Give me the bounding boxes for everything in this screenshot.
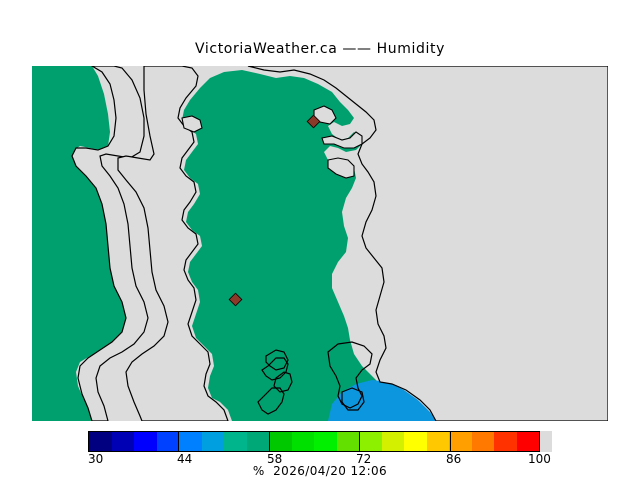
colorbar-segment-6 (224, 432, 247, 451)
page-title: VictoriaWeather.ca —— Humidity (195, 41, 445, 57)
colorbar-segment-18 (494, 432, 517, 451)
colorbar-segment-8 (269, 432, 292, 451)
colorbar-label-100: 100 (528, 452, 551, 466)
land-mask-main-channel (117, 66, 229, 421)
colorbar-label-30: 30 (88, 452, 104, 466)
peninsula-outline-southeast (327, 341, 373, 409)
lagoon-outline-southeast (341, 387, 365, 411)
island-outline-south (273, 371, 293, 393)
colorbar-segment-1 (111, 432, 134, 451)
colorbar-segment-16 (449, 432, 472, 451)
humidity-region-west (32, 66, 128, 421)
colorbar-segment-3 (156, 432, 179, 451)
colorbar-segment-15 (426, 432, 449, 451)
humidity-region-southeast-fill (328, 380, 436, 421)
colorbar-label-86: 86 (446, 452, 462, 466)
humidity-region-main (182, 70, 390, 421)
colorbar-caption: % 2026/04/20 12:06 (252, 464, 388, 478)
colorbar-tick-labels: 30 44 58 72 86 100 (0, 452, 640, 466)
colorbar-segment-17 (471, 432, 494, 451)
colorbar-tick-44 (178, 431, 179, 452)
island-outline-center (261, 357, 289, 381)
colorbar-tick-86 (450, 431, 451, 452)
land-mask-central-inlet (71, 66, 149, 421)
colorbar-segment-4 (179, 432, 202, 451)
colorbar-segment-5 (201, 432, 224, 451)
colorbar-segment-13 (381, 432, 404, 451)
station-marker-south-glyph (228, 292, 243, 307)
island-outline-small (265, 349, 289, 371)
map-canvas[interactable] (32, 66, 608, 421)
land-mask-east (247, 66, 608, 421)
colorbar-segment-19 (516, 432, 539, 451)
island-outline-lower-left (257, 387, 285, 415)
colorbar-label-44: 44 (177, 452, 193, 466)
colorbar-label-58: 58 (267, 452, 283, 466)
colorbar-label-72: 72 (356, 452, 372, 466)
colorbar-gradient (88, 431, 540, 452)
coast-detail-ne-bay-2 (327, 157, 355, 179)
station-marker-north-glyph (306, 114, 321, 129)
colorbar-segment-9 (291, 432, 314, 451)
colorbar-segment-0 (89, 432, 112, 451)
coast-detail-ne-bay-1 (321, 131, 363, 149)
colorbar-segment-7 (246, 432, 269, 451)
colorbar-segment-2 (134, 432, 157, 451)
colorbar-tick-72 (359, 431, 360, 452)
coast-detail-nw-notch (181, 115, 203, 133)
colorbar (88, 431, 552, 452)
map-panel[interactable] (32, 66, 608, 421)
colorbar-segment-14 (404, 432, 427, 451)
station-marker-north[interactable] (306, 114, 321, 129)
station-marker-south[interactable] (228, 292, 243, 307)
colorbar-segment-10 (314, 432, 337, 451)
colorbar-tick-58 (269, 431, 270, 452)
colorbar-segment-12 (359, 432, 382, 451)
colorbar-tail (540, 431, 552, 452)
colorbar-segment-11 (336, 432, 359, 451)
